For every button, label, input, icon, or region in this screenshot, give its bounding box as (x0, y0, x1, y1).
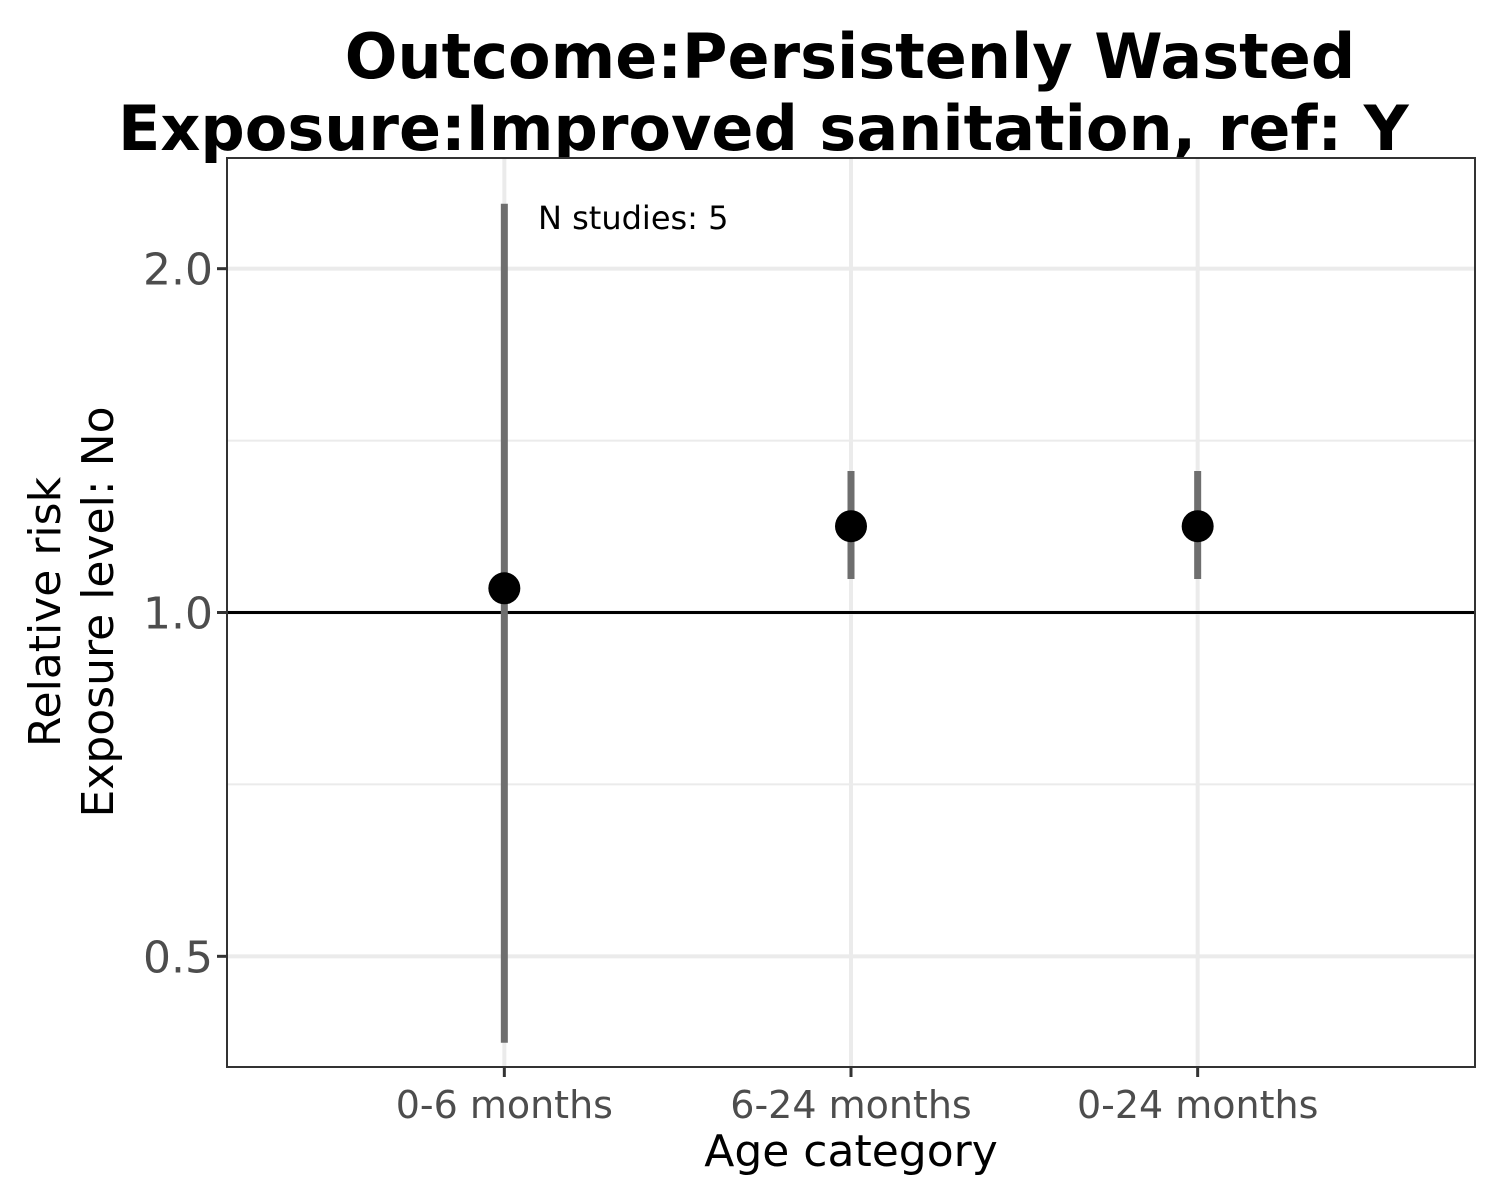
chart-title-line-2: Exposure:Improved sanitation, ref: Y (118, 92, 1410, 165)
estimate-point (835, 510, 867, 543)
axis-layer: 0.5 1.0 2.0 0-6 months 6-24 months 0-24 month… (143, 245, 1318, 1127)
x-tick-label: 0-6 months (396, 1083, 613, 1127)
data-layer (488, 203, 1214, 1043)
y-axis-title-line-2: Exposure level: No (73, 407, 124, 818)
y-axis-title-line-1: Relative risk (20, 476, 71, 747)
n-studies-annotation: N studies: 5 (538, 199, 728, 237)
x-axis-title: Age category (704, 1126, 998, 1177)
y-tick-label: 2.0 (143, 245, 213, 296)
chart-title-line-1: Outcome:Persistenly Wasted (345, 20, 1355, 93)
y-tick-label: 1.0 (143, 589, 213, 640)
y-tick-label: 0.5 (143, 932, 213, 983)
estimate-point (1181, 510, 1214, 543)
x-tick-label: 6-24 months (730, 1083, 971, 1127)
estimate-point (488, 572, 521, 605)
x-tick-label: 0-24 months (1077, 1083, 1318, 1127)
